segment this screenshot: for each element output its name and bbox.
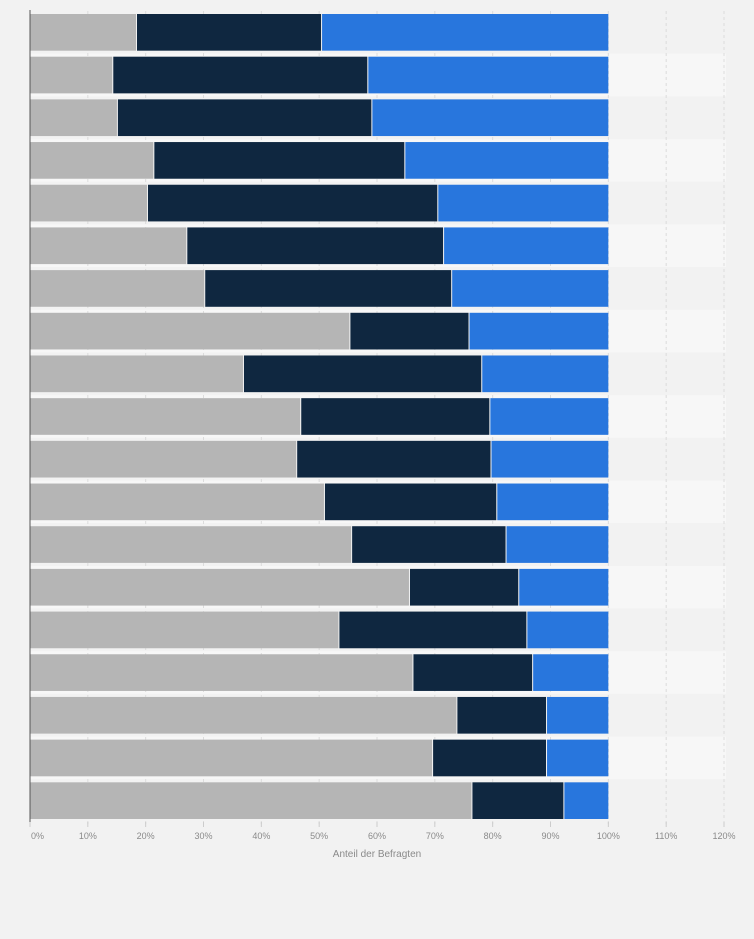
bar-segment-1 bbox=[30, 99, 117, 137]
x-axis-label: Anteil der Befragten bbox=[333, 849, 421, 860]
x-tick-label: 90% bbox=[541, 831, 559, 841]
x-tick-label: 20% bbox=[137, 831, 155, 841]
bar-segment-1 bbox=[30, 739, 433, 777]
bar-segment-3 bbox=[368, 56, 609, 94]
x-tick-label: 10% bbox=[79, 831, 97, 841]
bars bbox=[30, 14, 609, 819]
bar-segment-2 bbox=[457, 696, 547, 734]
bar-segment-1 bbox=[30, 14, 136, 51]
bar-segment-1 bbox=[30, 312, 350, 350]
bar-segment-2 bbox=[350, 312, 469, 350]
bar-segment-3 bbox=[405, 142, 609, 179]
bar-segment-2 bbox=[472, 782, 564, 819]
bar-segment-1 bbox=[30, 142, 154, 179]
x-tick-label: 40% bbox=[252, 831, 270, 841]
bar-segment-3 bbox=[519, 568, 609, 606]
bar-segment-3 bbox=[527, 611, 609, 649]
bar-segment-1 bbox=[30, 654, 413, 691]
bar-segment-1 bbox=[30, 526, 352, 563]
bar-segment-3 bbox=[452, 270, 609, 307]
bar-segment-3 bbox=[564, 782, 609, 819]
x-tick-label: 80% bbox=[484, 831, 502, 841]
bar-segment-3 bbox=[372, 99, 609, 137]
bar-segment-2 bbox=[433, 739, 547, 777]
x-tick-label: 120% bbox=[712, 831, 735, 841]
bar-segment-2 bbox=[352, 526, 506, 563]
x-tick-label: 110% bbox=[655, 831, 677, 841]
bar-segment-2 bbox=[154, 142, 405, 179]
bar-segment-1 bbox=[30, 355, 243, 393]
bar-segment-3 bbox=[497, 483, 609, 521]
bar-segment-2 bbox=[297, 440, 491, 478]
bar-segment-1 bbox=[30, 227, 187, 265]
bar-segment-3 bbox=[482, 355, 609, 393]
bar-segment-1 bbox=[30, 483, 324, 521]
bar-segment-2 bbox=[113, 56, 368, 94]
bar-segment-3 bbox=[438, 184, 609, 222]
bar-segment-2 bbox=[147, 184, 438, 222]
x-tick-label: 60% bbox=[368, 831, 386, 841]
x-axis-ticks: 0% 10% 20% 30% 40% 50% 60% 70% 80% 90% 100% 110% 120… bbox=[29, 822, 736, 841]
bar-segment-2 bbox=[409, 568, 519, 606]
bar-segment-1 bbox=[30, 440, 297, 478]
bar-segment-2 bbox=[205, 270, 452, 307]
bar-segment-3 bbox=[490, 398, 609, 435]
bar-segment-3 bbox=[491, 440, 609, 478]
bar-segment-3 bbox=[547, 696, 609, 734]
bar-segment-2 bbox=[243, 355, 482, 393]
bar-segment-1 bbox=[30, 184, 147, 222]
bar-segment-3 bbox=[322, 14, 609, 51]
bar-segment-1 bbox=[30, 696, 457, 734]
x-tick-label: 50% bbox=[310, 831, 328, 841]
x-tick-label: 0% bbox=[31, 831, 44, 841]
bar-segment-3 bbox=[506, 526, 609, 563]
bar-segment-1 bbox=[30, 782, 472, 819]
bar-segment-2 bbox=[324, 483, 497, 521]
bar-segment-2 bbox=[187, 227, 444, 265]
bar-segment-3 bbox=[547, 739, 609, 777]
x-tick-label: 100% bbox=[597, 831, 620, 841]
bar-segment-1 bbox=[30, 611, 339, 649]
bar-segment-2 bbox=[136, 14, 322, 51]
bar-segment-1 bbox=[30, 56, 113, 94]
bar-segment-3 bbox=[469, 312, 609, 350]
bar-segment-1 bbox=[30, 398, 301, 435]
bar-segment-2 bbox=[339, 611, 527, 649]
bar-segment-2 bbox=[301, 398, 490, 435]
bar-segment-1 bbox=[30, 270, 205, 307]
bar-segment-3 bbox=[444, 227, 609, 265]
bar-segment-3 bbox=[533, 654, 609, 691]
x-tick-label: 70% bbox=[426, 831, 444, 841]
bar-segment-2 bbox=[413, 654, 533, 691]
bar-segment-2 bbox=[117, 99, 372, 137]
x-tick-label: 30% bbox=[194, 831, 212, 841]
bar-segment-1 bbox=[30, 568, 409, 606]
